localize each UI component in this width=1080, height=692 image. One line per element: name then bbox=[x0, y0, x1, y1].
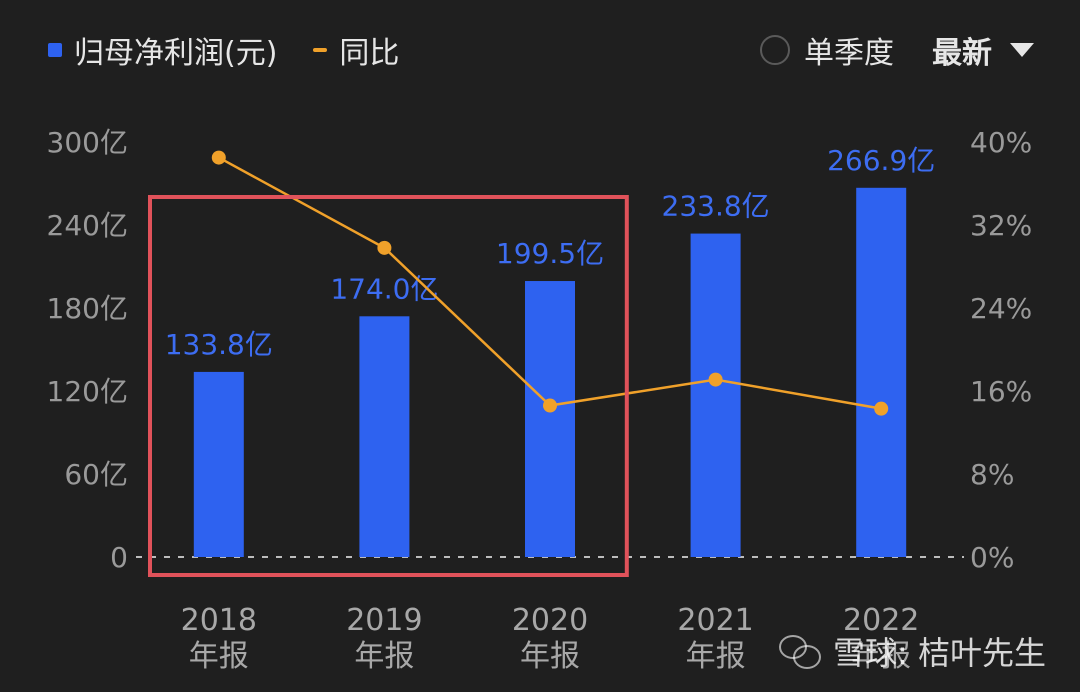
x-tick-label: 年报 bbox=[354, 639, 414, 674]
x-tick-label: 年报 bbox=[686, 639, 746, 674]
y-right-tick-label: 8% bbox=[970, 458, 1014, 491]
bar bbox=[690, 233, 741, 557]
yoy-point bbox=[377, 240, 392, 255]
x-tick-label: 2021 bbox=[677, 603, 753, 638]
bar bbox=[359, 316, 410, 557]
y-left-tick-label: 240亿 bbox=[47, 209, 128, 242]
yoy-point bbox=[874, 401, 889, 416]
yoy-point bbox=[708, 372, 723, 387]
chart-controls: 单季度 最新 bbox=[760, 26, 1034, 74]
bar-swatch bbox=[48, 43, 62, 57]
watermark-text: 雪球: 桔叶先生 bbox=[833, 634, 1046, 672]
x-tick-label: 2022 bbox=[843, 603, 919, 638]
period-select-label: 最新 bbox=[932, 36, 992, 71]
bar bbox=[525, 281, 575, 557]
y-left-tick-label: 60亿 bbox=[64, 458, 128, 491]
y-right-tick-label: 16% bbox=[970, 375, 1032, 408]
x-tick-label: 年报 bbox=[189, 639, 249, 674]
bar-data-label: 174.0亿 bbox=[330, 272, 438, 305]
x-tick-label: 年报 bbox=[520, 639, 580, 674]
y-left-tick-label: 120亿 bbox=[47, 375, 128, 408]
highlight-box bbox=[148, 195, 629, 577]
x-tick-label: 2018 bbox=[181, 603, 257, 638]
legend-item-net-profit[interactable]: 归母净利润(元) bbox=[48, 28, 277, 72]
bar bbox=[193, 371, 244, 557]
x-tick-label: 2020 bbox=[512, 603, 588, 638]
chart-legend: 归母净利润(元) 同比 bbox=[48, 26, 399, 74]
watermark: 雪球: 桔叶先生 bbox=[777, 628, 1046, 674]
x-tick-label: 年报 bbox=[851, 639, 911, 674]
bar-data-label: 199.5亿 bbox=[496, 237, 604, 270]
wechat-icon bbox=[777, 631, 823, 671]
y-left-tick-label: 180亿 bbox=[47, 292, 128, 325]
bar-data-label: 133.8亿 bbox=[165, 328, 273, 361]
y-left-tick-label: 0 bbox=[110, 541, 128, 574]
yoy-point bbox=[543, 398, 557, 413]
y-right-tick-label: 32% bbox=[970, 209, 1032, 242]
bar-data-label: 266.9亿 bbox=[827, 144, 935, 177]
y-right-tick-label: 24% bbox=[970, 292, 1032, 325]
bar bbox=[856, 187, 907, 557]
yoy-point bbox=[211, 150, 226, 165]
legend-item-yoy[interactable]: 同比 bbox=[291, 28, 399, 72]
legend-line-label: 同比 bbox=[339, 36, 400, 71]
legend-bar-label: 归母净利润(元) bbox=[74, 36, 278, 71]
single-quarter-toggle[interactable]: 单季度 bbox=[760, 28, 894, 72]
bar-data-label: 233.8亿 bbox=[662, 190, 770, 223]
single-quarter-label: 单季度 bbox=[804, 36, 894, 71]
radio-icon[interactable] bbox=[760, 35, 790, 65]
y-right-tick-label: 0% bbox=[970, 541, 1014, 574]
x-tick-label: 2019 bbox=[346, 603, 422, 638]
y-left-tick-label: 300亿 bbox=[47, 126, 128, 159]
period-select[interactable]: 最新 bbox=[932, 28, 1034, 72]
line-swatch bbox=[313, 48, 328, 52]
chevron-down-icon[interactable] bbox=[1010, 43, 1034, 57]
y-right-tick-label: 40% bbox=[970, 126, 1032, 159]
